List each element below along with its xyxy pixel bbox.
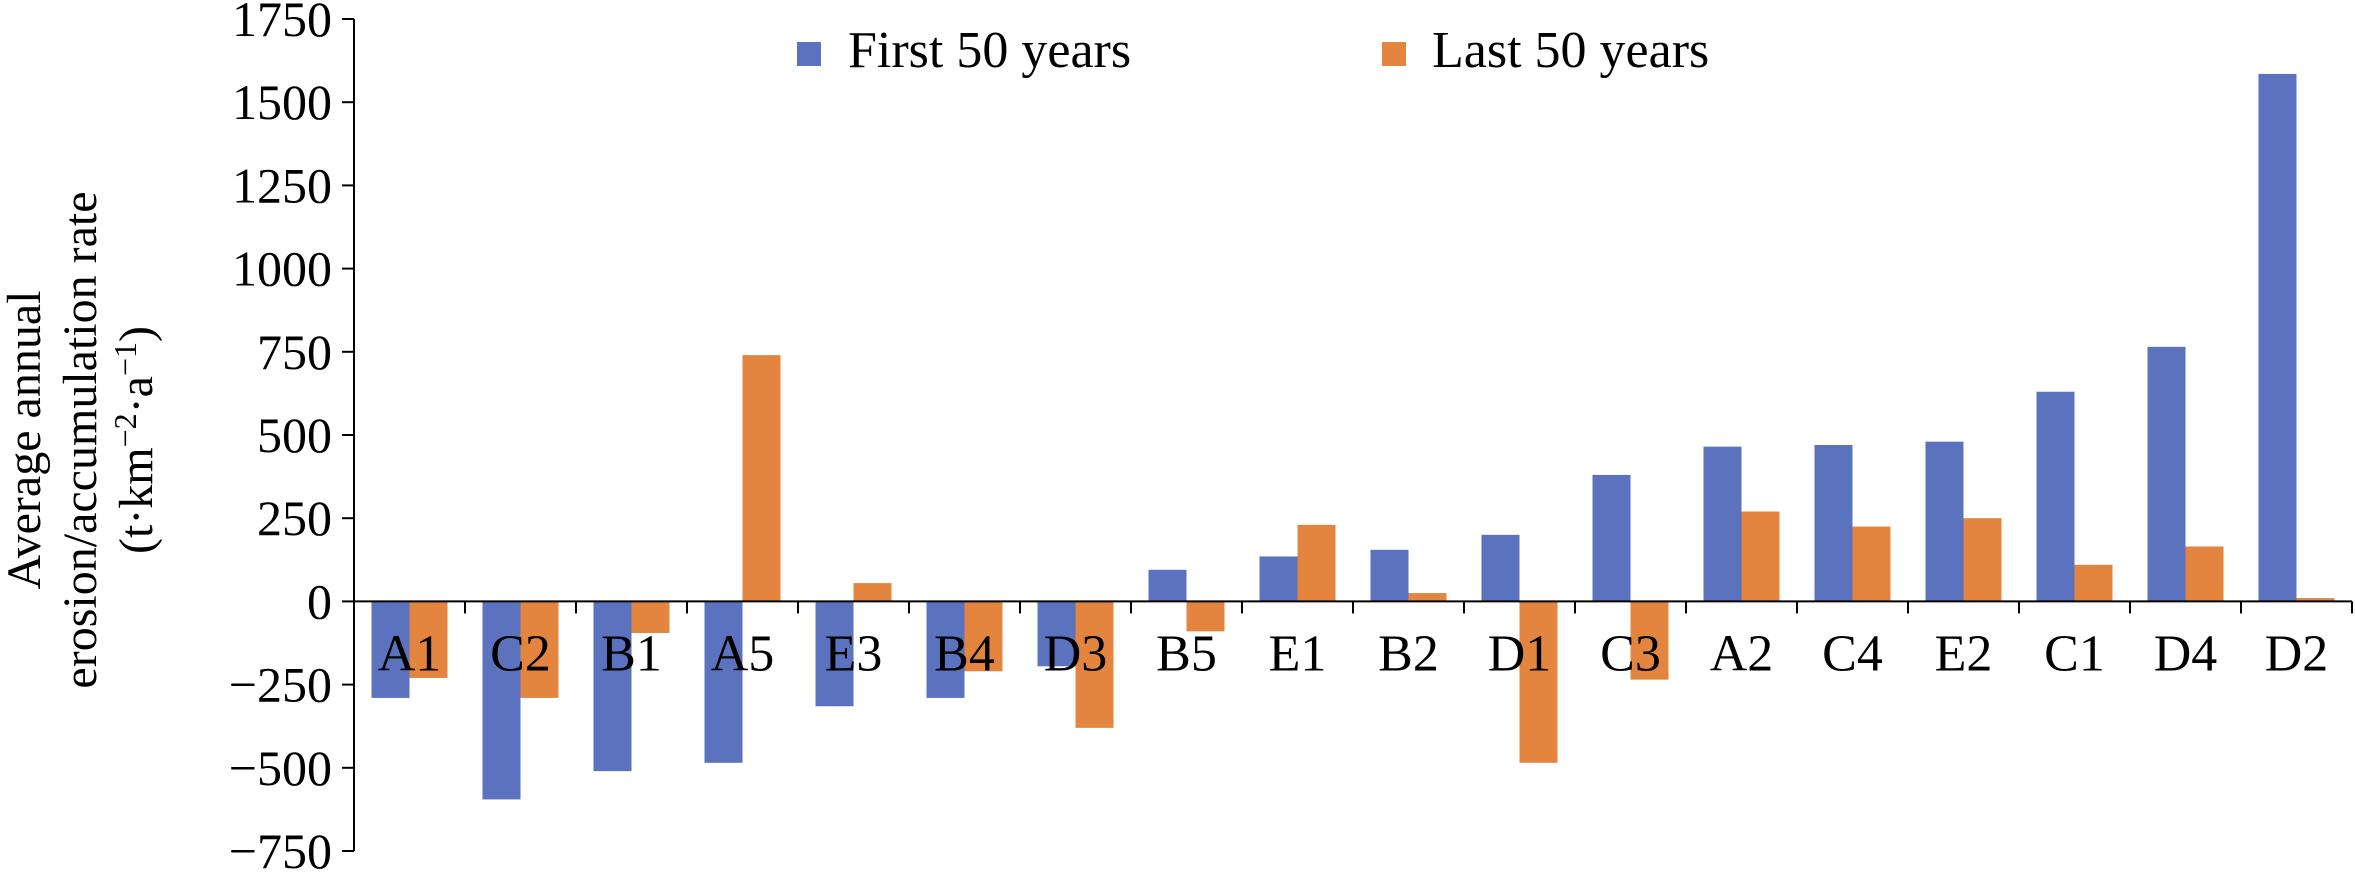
bar-last-b4 [964,601,1003,672]
bar-last-d2 [2296,598,2335,602]
x-tick-label: B2 [1378,625,1439,682]
y-tick-label: 750 [257,324,332,380]
y-tick-label: 1500 [232,74,332,130]
bar-first-e1 [1259,556,1298,602]
bar-last-e3 [853,583,892,602]
x-tick-label: E3 [825,625,883,682]
y-tick-label: 500 [257,407,332,463]
bar-first-d3 [1037,601,1076,667]
y-tick-label: 1750 [232,0,332,47]
bar-last-e2 [1963,518,2002,602]
bar-first-c4 [1814,444,1853,602]
bar-first-e2 [1925,441,1964,602]
x-tick-label: C1 [2044,625,2105,682]
bar-first-b4 [926,601,965,698]
bar-last-c1 [2074,564,2113,602]
bar-first-d2 [2258,73,2297,602]
bars [371,73,2335,800]
y-axis-label: Average annual erosion/accumulation rate… [0,191,163,688]
bar-first-c2 [482,601,521,800]
x-tick-label: A2 [1710,625,1774,682]
bar-first-b1 [593,601,632,772]
bar-last-a5 [742,355,781,602]
y-tick-label: 1000 [232,241,332,297]
y-axis-label-line-2: erosion/accumulation rate [54,191,107,688]
x-tick-label: A1 [378,625,442,682]
bar-last-b2 [1408,593,1447,602]
bar-last-d1 [1519,601,1558,763]
x-tick-label: D2 [2265,625,2329,682]
x-tick-label: D1 [1488,625,1552,682]
bar-first-c1 [2036,391,2075,602]
legend-label-first: First 50 years [848,22,1131,79]
y-axis-label-line-1: Average annual [0,291,51,590]
legend-label-last: Last 50 years [1432,22,1709,79]
y-tick-label: 250 [257,490,332,546]
bar-last-e1 [1297,524,1336,602]
bar-first-a5 [704,601,743,763]
x-tick-label: E2 [1935,625,1993,682]
bar-last-a1 [409,601,448,678]
bar-first-d1 [1481,534,1520,602]
x-tick-label: D4 [2154,625,2218,682]
y-axis-label-unit: (t·km−2·a−1) [107,326,163,554]
bar-last-d3 [1075,601,1114,728]
legend-swatch-first [797,42,821,66]
axes: −750 −500 −250 0 250 500 750 1000 1250 1500 1750 A1… [229,0,2353,879]
bar-last-b1 [631,601,670,634]
legend: First 50 years Last 50 years [797,22,1709,79]
legend-swatch-last [1382,42,1406,66]
bar-first-b5 [1148,569,1187,602]
x-tick-label: C2 [490,625,551,682]
x-tick-label: C3 [1600,625,1661,682]
bar-first-e3 [815,601,854,707]
bar-last-c4 [1852,526,1891,602]
x-tick-label: B4 [934,625,995,682]
bar-first-a2 [1703,446,1742,602]
x-tick-label: E1 [1269,625,1327,682]
y-tick-label: 0 [307,573,332,629]
y-tick-label: 1250 [232,157,332,213]
bar-last-c2 [520,601,559,698]
bar-first-c3 [1592,474,1631,602]
bar-first-d4 [2147,346,2186,602]
bar-last-c3 [1630,601,1669,680]
bar-last-a2 [1741,511,1780,602]
x-tick-label: B1 [601,625,662,682]
bar-last-b5 [1186,601,1225,632]
bar-first-b2 [1370,549,1409,602]
bar-last-d4 [2185,546,2224,602]
x-tick-label: C4 [1822,625,1883,682]
y-tick-label: −750 [229,823,332,879]
x-tick-label: A5 [711,625,775,682]
bar-first-a1 [371,601,410,698]
y-tick-label: −250 [229,657,332,713]
x-tick-label: B5 [1156,625,1217,682]
y-tick-label: −500 [229,740,332,796]
x-tick-label: D3 [1044,625,1108,682]
